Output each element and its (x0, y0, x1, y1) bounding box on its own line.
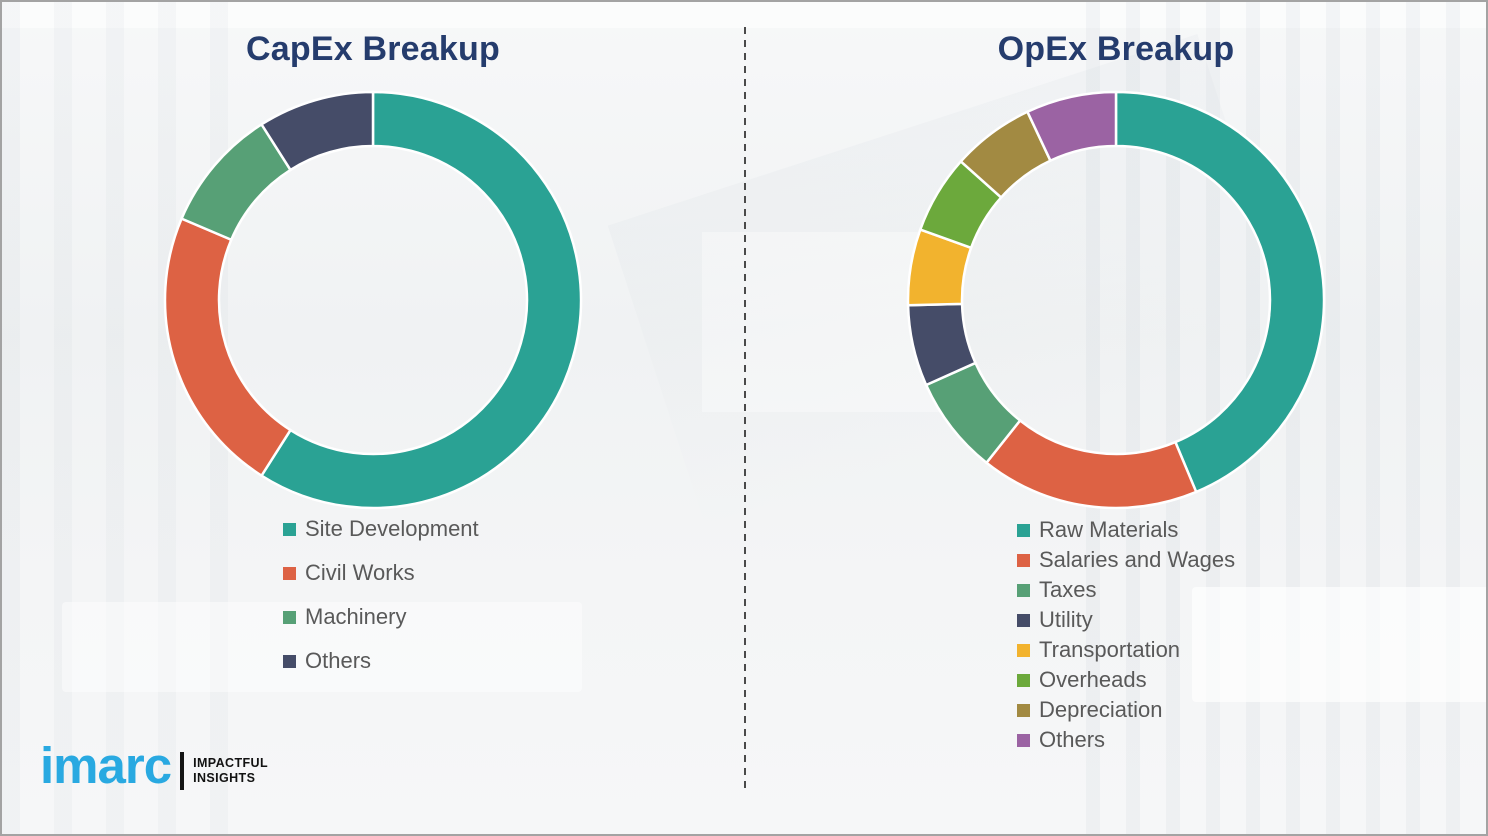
legend-swatch-icon (1017, 643, 1030, 657)
legend-label: Salaries and Wages (1039, 547, 1236, 572)
legend-label: Others (305, 648, 372, 673)
imarc-logo-tagline: IMPACTFUL INSIGHTS (193, 756, 268, 786)
legend-swatch-icon (1017, 613, 1030, 627)
legend-swatch-icon (1017, 583, 1030, 597)
legend-swatch-icon (1017, 523, 1030, 537)
imarc-logo-wordmark: imarc (40, 737, 172, 794)
legend-label: Transportation (1039, 637, 1181, 662)
legend-item: Machinery (283, 595, 479, 639)
donut-segment-site-development (260, 90, 583, 510)
imarc-logo: imarc IMPACTFUL INSIGHTS (40, 740, 268, 795)
legend-label: Machinery (305, 604, 407, 629)
legend-swatch-icon (283, 566, 296, 580)
legend-label: Site Development (305, 516, 479, 541)
capex-donut-chart (163, 90, 583, 510)
legend-swatch-icon (1017, 733, 1030, 747)
legend-swatch-icon (1017, 703, 1030, 717)
capex-legend: Site Development Civil Works Machinery Othe… (283, 507, 479, 683)
legend-label: Civil Works (305, 560, 415, 585)
legend-item: Salaries and Wages (1017, 545, 1235, 575)
legend-swatch-icon (1017, 673, 1030, 687)
legend-label: Utility (1039, 607, 1093, 632)
opex-legend: Raw Materials Salaries and Wages Taxes Util… (1017, 515, 1235, 755)
legend-swatch-icon (283, 654, 296, 668)
legend-item: Raw Materials (1017, 515, 1235, 545)
imarc-logo-divider (180, 751, 185, 790)
opex-donut-chart (906, 90, 1326, 510)
imarc-tagline-line2: INSIGHTS (193, 770, 256, 785)
donut-segment-salaries-and-wages (985, 419, 1198, 510)
legend-item: Others (283, 639, 479, 683)
legend-swatch-icon (283, 610, 296, 624)
legend-label: Raw Materials (1039, 517, 1179, 542)
legend-label: Depreciation (1039, 697, 1163, 722)
donut-segment-raw-materials (1114, 90, 1326, 494)
legend-label: Taxes (1039, 577, 1097, 602)
capex-panel: CapEx Breakup Site Development Civil Work… (2, 2, 744, 834)
legend-item: Overheads (1017, 665, 1235, 695)
vertical-dashed-divider (744, 27, 746, 793)
opex-panel: OpEx Breakup Raw Materials Salaries and W… (746, 2, 1486, 834)
donut-segment-others (1026, 90, 1118, 162)
legend-item: Transportation (1017, 635, 1235, 665)
legend-swatch-icon (283, 522, 296, 536)
legend-item: Civil Works (283, 551, 479, 595)
legend-item: Others (1017, 725, 1235, 755)
opex-chart-title: OpEx Breakup (997, 30, 1235, 68)
donut-segment-civil-works (163, 217, 292, 477)
capex-chart-title: CapEx Breakup (246, 30, 500, 68)
legend-item: Taxes (1017, 575, 1235, 605)
legend-swatch-icon (1017, 553, 1030, 567)
legend-item: Site Development (283, 507, 479, 551)
legend-item: Depreciation (1017, 695, 1235, 725)
legend-label: Overheads (1039, 667, 1147, 692)
legend-item: Utility (1017, 605, 1235, 635)
imarc-tagline-line1: IMPACTFUL (193, 755, 268, 770)
legend-label: Others (1039, 727, 1106, 752)
donut-segment-others (260, 90, 375, 172)
